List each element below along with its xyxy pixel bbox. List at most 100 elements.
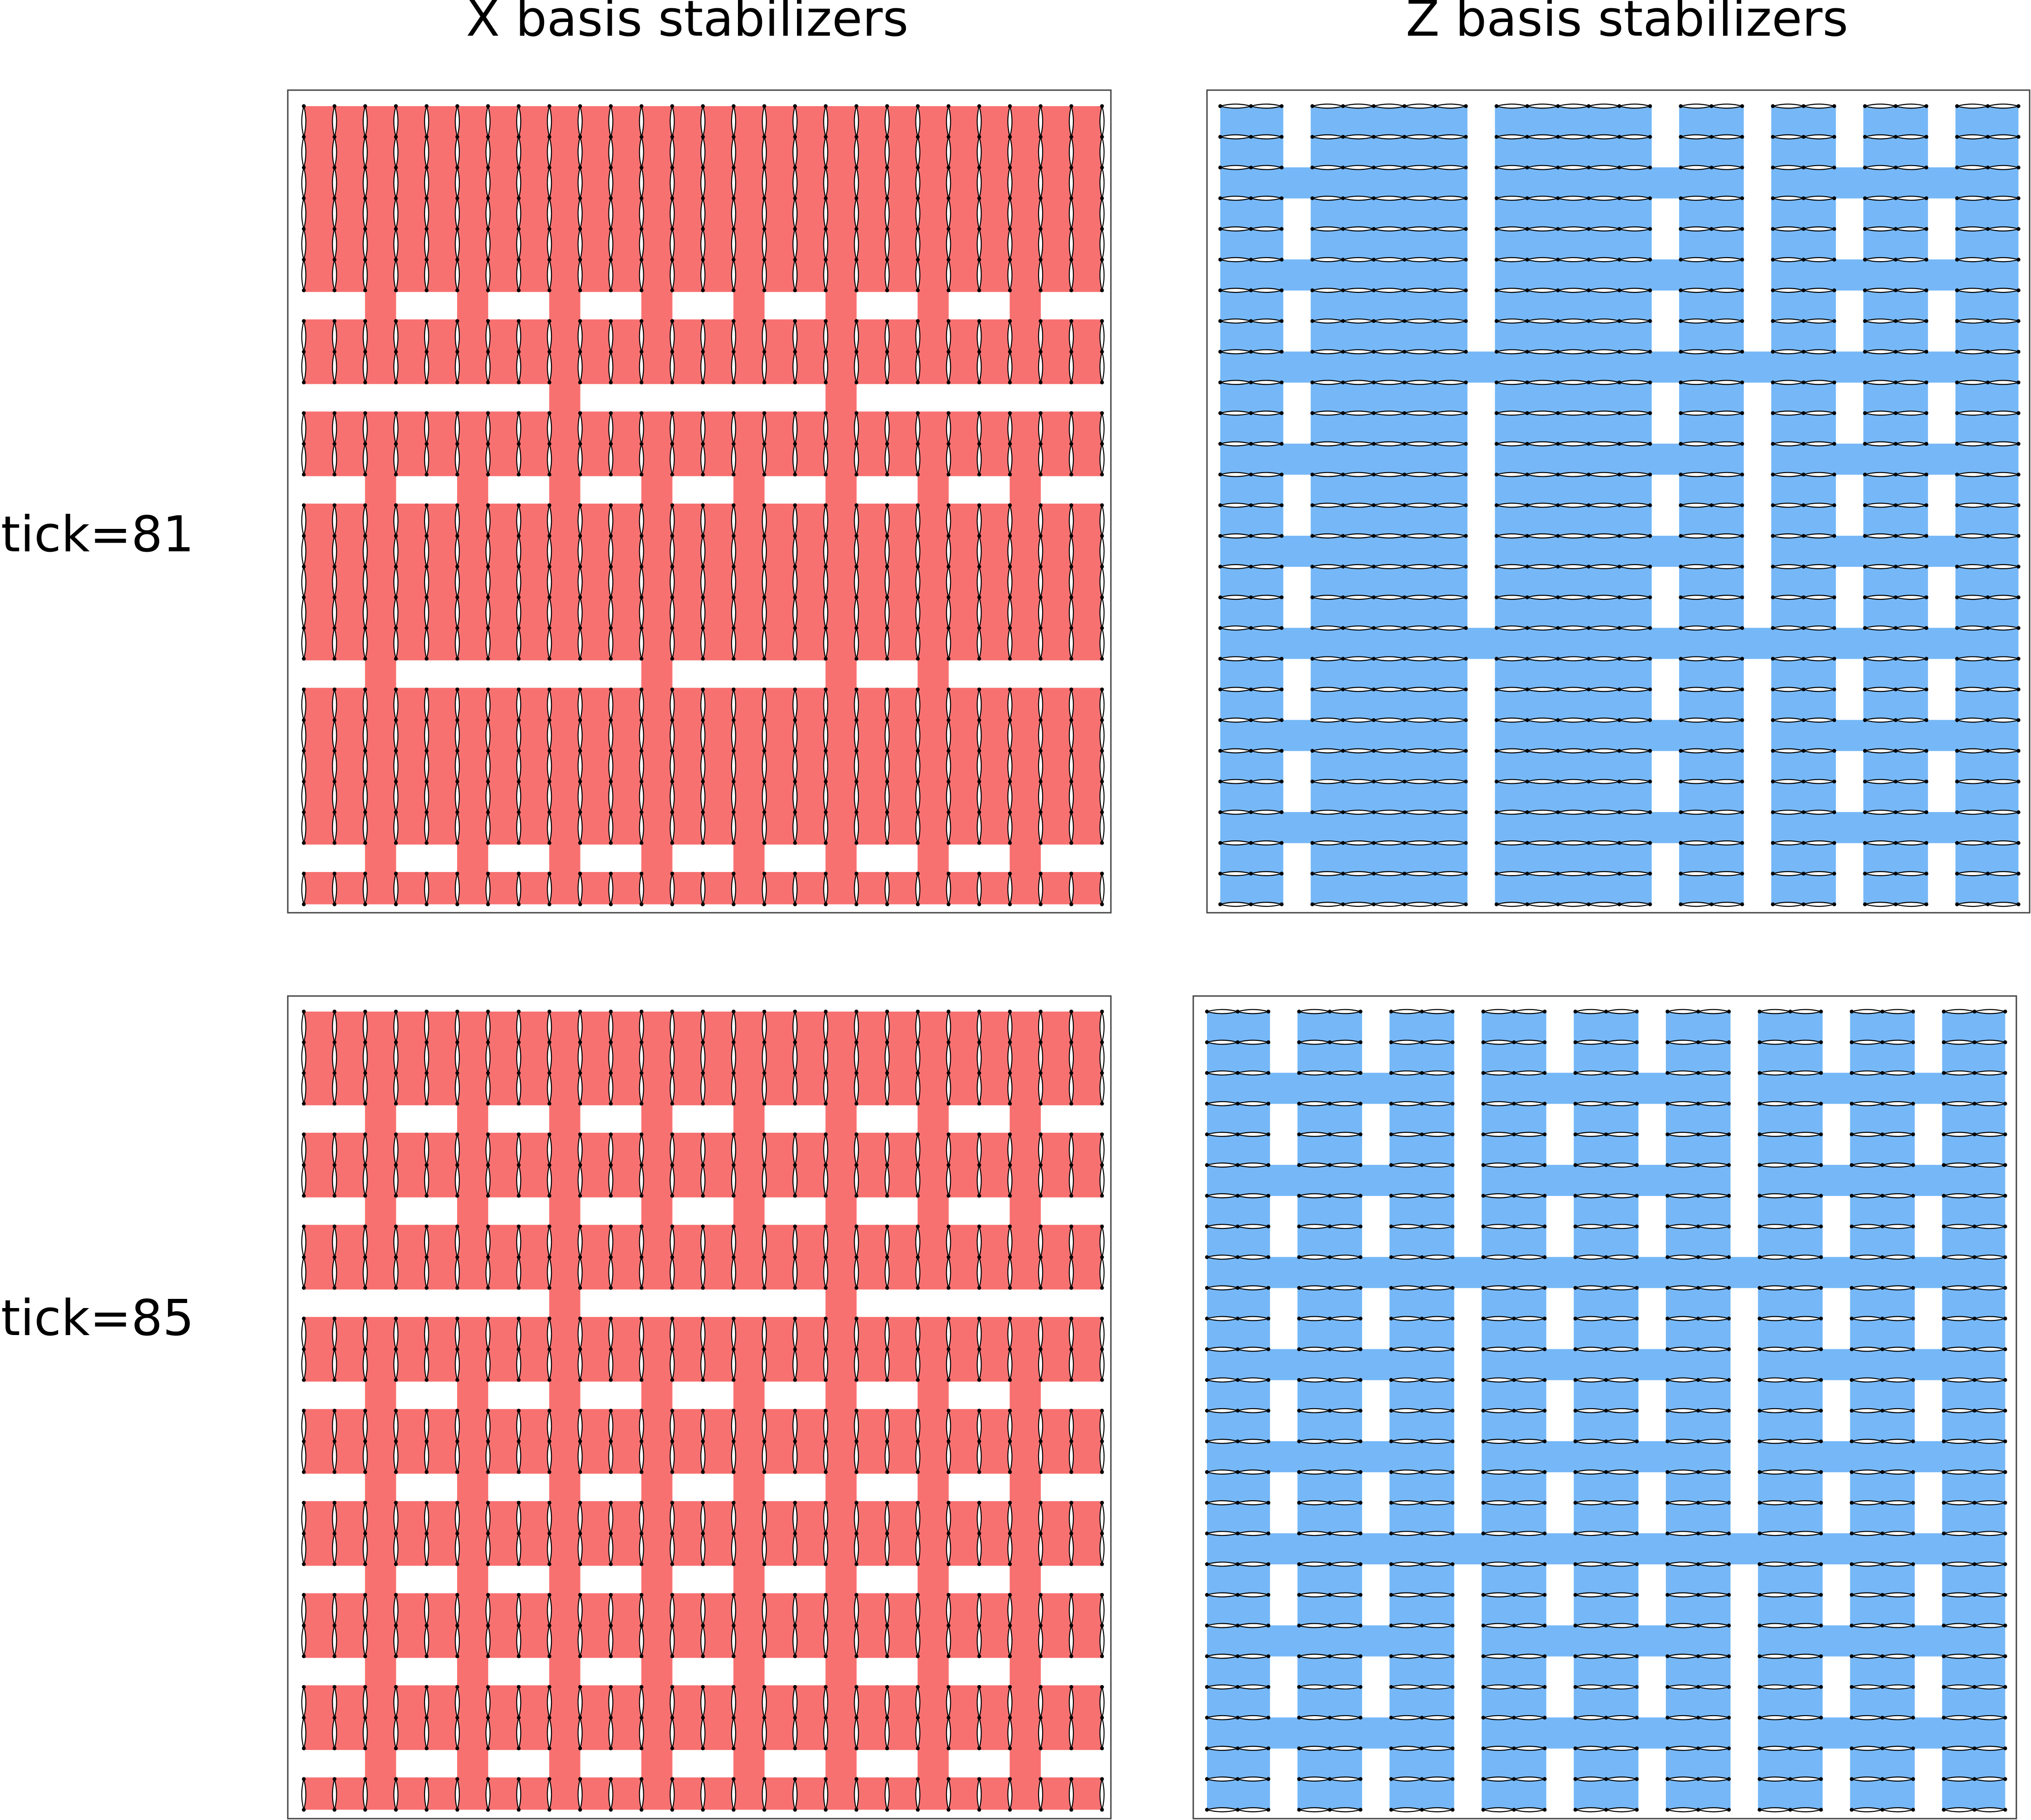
edge-lens	[454, 1593, 460, 1628]
edge-lens	[1038, 1009, 1043, 1045]
qubit-dot	[1696, 1009, 1700, 1014]
edge-lens	[1310, 195, 1345, 201]
qubit-dot	[1573, 1255, 1578, 1259]
qubit-dot	[1604, 1286, 1608, 1290]
qubit-dot	[1266, 1623, 1271, 1628]
qubit-dot	[670, 350, 674, 354]
edge-lens	[1372, 134, 1406, 140]
qubit-dot	[1249, 565, 1253, 569]
qubit-dot	[517, 1654, 521, 1658]
edge-lens	[1849, 1592, 1885, 1598]
edge-lens	[823, 595, 829, 630]
edge-lens	[1007, 227, 1013, 262]
qubit-dot	[1863, 411, 1867, 415]
edge-lens	[1218, 779, 1253, 784]
edge-lens	[393, 135, 399, 170]
edge-lens	[485, 1777, 491, 1812]
qubit-dot	[1617, 626, 1622, 630]
qubit-dot	[1709, 104, 1713, 108]
edge-lens	[1573, 1162, 1608, 1168]
qubit-dot	[1757, 1255, 1762, 1259]
edge-lens	[761, 1132, 767, 1167]
qubit-dot	[363, 1439, 367, 1443]
edge-lens	[915, 196, 921, 231]
edge-lens	[792, 165, 798, 200]
edge-lens	[424, 1409, 429, 1443]
qubit-dot	[1310, 227, 1314, 231]
qubit-dot	[1205, 1623, 1209, 1628]
edge-lens	[1389, 1469, 1424, 1475]
qubit-dot	[302, 319, 306, 323]
qubit-dot	[1924, 104, 1929, 108]
qubit-dot	[1464, 687, 1468, 692]
edge-lens	[1709, 779, 1744, 784]
qubit-dot	[1648, 748, 1652, 753]
edge-lens	[454, 350, 460, 385]
qubit-dot	[824, 626, 828, 630]
qubit-dot	[1464, 565, 1468, 569]
qubit-dot	[302, 288, 306, 292]
edge-lens	[1586, 840, 1622, 845]
qubit-dot	[1709, 166, 1713, 170]
qubit-dot	[854, 1255, 859, 1259]
qubit-dot	[1648, 902, 1652, 906]
qubit-dot	[670, 1439, 674, 1443]
qubit-dot	[732, 135, 736, 139]
qubit-dot	[486, 1132, 490, 1136]
qubit-dot	[824, 380, 828, 385]
edge-lens	[332, 810, 337, 845]
qubit-dot	[1433, 411, 1437, 415]
edge-lens	[1696, 1715, 1731, 1720]
qubit-dot	[1464, 258, 1468, 262]
qubit-dot	[1358, 1409, 1363, 1413]
qubit-dot	[701, 534, 705, 538]
qubit-dot	[1481, 1347, 1486, 1352]
edge-lens	[1586, 288, 1622, 293]
qubit-dot	[302, 841, 306, 845]
stabilizer-connector	[641, 1657, 673, 1686]
edge-lens	[1007, 687, 1013, 722]
edge-lens	[1433, 809, 1468, 815]
edge-lens	[1757, 1255, 1793, 1260]
edge-lens	[976, 1593, 982, 1628]
edge-lens	[1955, 349, 1990, 355]
stabilizer-connector	[1269, 1717, 1298, 1749]
edge-lens	[1604, 1346, 1639, 1352]
qubit-dot	[1986, 841, 1990, 845]
qubit-dot	[946, 473, 951, 477]
edge-lens	[1249, 595, 1284, 600]
edge-lens	[1709, 533, 1744, 538]
edge-lens	[915, 411, 921, 446]
edge-lens	[1573, 1592, 1608, 1598]
qubit-dot	[1039, 227, 1043, 231]
stabilizer-connector	[1009, 1565, 1041, 1594]
edge-lens	[1099, 1163, 1105, 1198]
qubit-dot	[1573, 1102, 1578, 1106]
edge-lens	[1880, 1070, 1915, 1076]
qubit-dot	[1039, 595, 1043, 599]
qubit-dot	[824, 841, 828, 845]
edge-lens	[854, 196, 859, 231]
edge-lens	[1038, 1255, 1043, 1290]
qubit-dot	[639, 319, 644, 323]
qubit-dot	[394, 565, 398, 569]
edge-lens	[1863, 564, 1898, 570]
edge-lens	[1893, 349, 1929, 355]
edge-lens	[823, 165, 829, 200]
qubit-dot	[1556, 780, 1560, 784]
qubit-dot	[1771, 473, 1775, 477]
qubit-dot	[1525, 810, 1530, 814]
edge-lens	[301, 1255, 307, 1290]
edge-lens	[1433, 380, 1468, 385]
qubit-dot	[854, 1593, 859, 1597]
qubit-dot	[1328, 1316, 1332, 1321]
qubit-dot	[578, 319, 582, 323]
qubit-dot	[1039, 1409, 1043, 1413]
qubit-dot	[1100, 135, 1104, 139]
qubit-dot	[1358, 1470, 1363, 1474]
edge-lens	[547, 165, 552, 200]
qubit-dot	[1481, 1808, 1486, 1812]
edge-lens	[1556, 809, 1591, 815]
edge-lens	[1099, 626, 1105, 661]
edge-lens	[1771, 748, 1806, 754]
